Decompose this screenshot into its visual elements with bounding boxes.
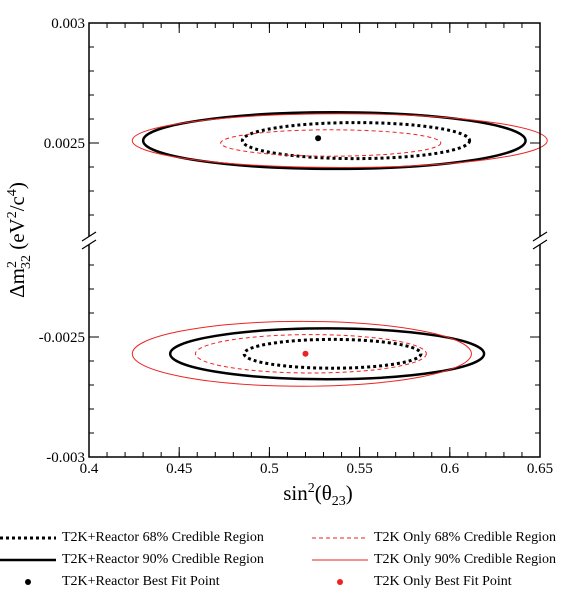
x-tick-label: 0.4 (80, 461, 99, 477)
contour-lower-t2k-only-68-credible-region (194, 334, 427, 374)
legend: T2K+Reactor 68% Credible Region T2K Only… (0, 525, 581, 593)
contour-upper-t2k-reactor-90-credible-region (141, 111, 527, 171)
x-tick-label: 0.45 (166, 461, 192, 477)
legend-label: T2K+Reactor 68% Credible Region (62, 530, 264, 545)
legend-label: T2K Only Best Fit Point (374, 574, 512, 589)
legend-swatch-solid-red (312, 559, 368, 561)
contour-lower-t2k-only-90-credible-region (131, 320, 472, 387)
legend-item-t2k-reactor-best-fit: T2K+Reactor Best Fit Point (0, 572, 220, 592)
legend-swatch-solid-black (0, 558, 56, 562)
contour-upper-t2k-reactor-68-credible-region (240, 121, 472, 161)
x-tick-label: 0.5 (260, 461, 279, 477)
axis-break-marks (80, 231, 549, 250)
y-tick-label: 0.0025 (44, 136, 85, 152)
legend-swatch-point-red (337, 579, 343, 585)
x-tick-label: 0.6 (440, 461, 459, 477)
legend-item-t2k-reactor-90: T2K+Reactor 90% Credible Region (0, 550, 264, 570)
contour-lower-t2k-reactor-68-credible-region (242, 337, 423, 370)
legend-label: T2K Only 68% Credible Region (374, 530, 556, 545)
contour-chart: 0.4 0.45 0.5 0.55 0.6 0.65 0.003 0.0025 -0.0025 -… (5, 16, 553, 509)
legend-item-t2k-only-90: T2K Only 90% Credible Region (312, 550, 556, 570)
legend-swatch-dotted-black (0, 536, 56, 540)
contour-upper-t2k-only-68-credible-region (220, 129, 442, 157)
best-fit-point-t2k-reactor-best-fit-point (315, 135, 322, 142)
y-tick-label: -0.0025 (39, 330, 85, 346)
best-fit-point-t2k-only-best-fit-point (302, 350, 309, 357)
legend-label: T2K+Reactor 90% Credible Region (62, 552, 264, 567)
x-tick-label: 0.65 (527, 461, 553, 477)
contour-lower-t2k-reactor-90-credible-region (168, 327, 486, 381)
x-tick-label: 0.55 (346, 461, 372, 477)
contour-upper-t2k-only-90-credible-region (131, 113, 548, 168)
legend-swatch-point-black (25, 579, 31, 585)
y-tick-label: 0.003 (51, 16, 85, 32)
legend-swatch-dashed-red (312, 537, 368, 539)
legend-item-t2k-reactor-68: T2K+Reactor 68% Credible Region (0, 528, 264, 548)
x-axis-label: sin2(θ23) (283, 481, 353, 509)
legend-label: T2K Only 90% Credible Region (374, 552, 556, 567)
y-tick-label: -0.003 (46, 450, 85, 466)
legend-label: T2K+Reactor Best Fit Point (62, 574, 220, 589)
plot-frame (88, 22, 541, 458)
legend-item-t2k-only-68: T2K Only 68% Credible Region (312, 528, 556, 548)
legend-item-t2k-only-best-fit: T2K Only Best Fit Point (312, 572, 512, 592)
y-axis-label: Δm232 (eV2/c4) (5, 182, 34, 298)
